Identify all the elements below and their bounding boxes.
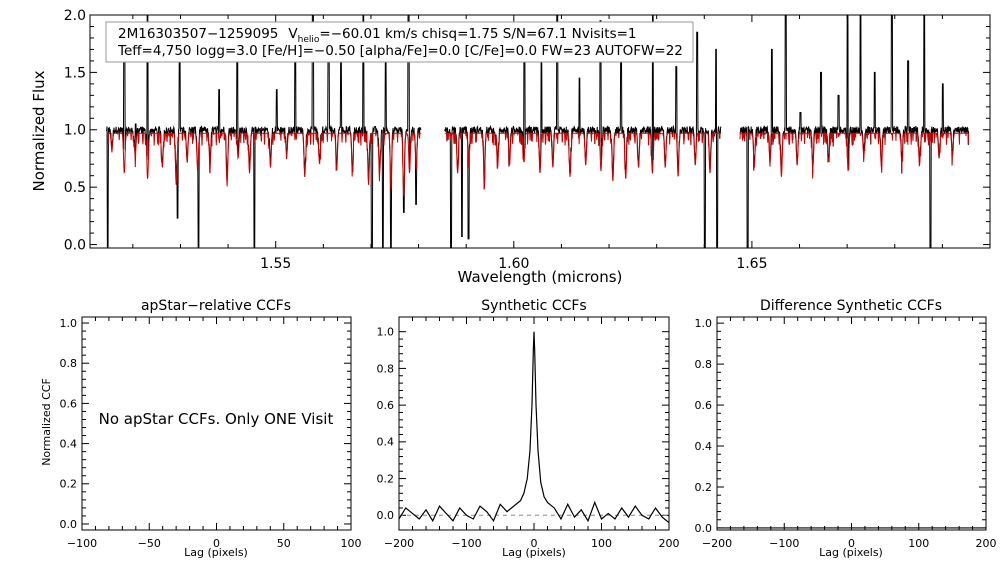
synthetic-ticks [398,317,670,530]
vhelio-subscript: helio [298,35,320,45]
aprel-tick-labels: −100 −50 0 50 100 0.0 0.2 0.4 0.6 0.8 1.0 [60,317,362,550]
synthetic-ccf-panel: Synthetic CCFs −200 −100 0 100 200 0.0 0.2 0.4 0… [377,298,680,559]
y-tick-label: 0.6 [695,399,713,412]
y-tick-label: 0.0 [377,509,395,522]
model-spectrum-series [106,131,970,197]
y-tick-label: 0.2 [695,481,713,494]
x-tick-label: 100 [341,537,362,550]
synthetic-ccf-curve [398,331,670,524]
synthetic-panel-title: Synthetic CCFs [481,298,586,314]
x-tick-label: 1.65 [736,256,767,272]
info-box: 2M16303507−1259095 Vhelio=−60.01 km/s chi… [105,21,694,63]
info-line-1: 2M16303507−1259095 Vhelio=−60.01 km/s chi… [118,26,637,45]
spectrum-y-axis-label: Normalized Flux [30,70,48,191]
y-tick-label: 0.0 [695,522,713,535]
aprel-y-axis-label: Normalized CCF [40,378,53,466]
difference-panel-title: Difference Synthetic CCFs [760,298,942,314]
difference-tick-labels: −200 −100 0 100 200 0.0 0.2 0.4 0.6 0.8 1.0 [695,317,997,550]
difference-frame [716,316,987,531]
x-tick-label: −100 [67,537,97,550]
aprel-ticks [81,317,352,530]
synthetic-tick-labels: −200 −100 0 100 200 0.0 0.2 0.4 0.6 0.8 1.0 [377,326,680,550]
y-tick-label: 0.6 [60,397,78,410]
y-tick-label: 0.0 [60,518,78,531]
spectrum-tick-labels: 1.55 1.60 1.65 0.0 0.5 1.0 1.5 2.0 [64,8,768,272]
x-tick-label: 100 [591,537,612,550]
model-spectrum-chip-1 [106,131,421,197]
y-tick-label: 0.0 [64,237,86,253]
x-tick-label: −200 [384,537,414,550]
model-spectrum-chip-2 [444,132,721,190]
y-tick-label: 0.4 [60,437,78,450]
aprel-panel-title: apStar−relative CCFs [141,298,291,314]
x-tick-label: −200 [702,537,732,550]
difference-ticks [716,317,987,530]
model-spectrum-chip-3 [739,131,970,179]
y-tick-label: 2.0 [64,8,86,24]
spectrum-ticks [90,14,990,248]
y-tick-label: 1.0 [60,317,78,330]
y-tick-label: 0.8 [60,357,78,370]
aprel-ccf-panel: apStar−relative CCFs −100 −50 0 50 100 0.0 0.2… [40,298,362,559]
synthetic-ccf-lines [398,331,670,524]
x-tick-label: −100 [451,537,481,550]
x-tick-label: 1.60 [498,256,529,272]
info-line-1-values: =−60.01 km/s chisq=1.75 S/N=67.1 Nvisits… [319,26,636,42]
x-tick-label: −50 [138,537,161,550]
x-tick-label: 1.55 [260,256,291,272]
difference-x-axis-label: Lag (pixels) [819,546,883,559]
y-tick-label: 0.2 [377,472,395,485]
spectrum-x-axis-label: Wavelength (microns) [458,268,623,286]
spectrum-frame [89,14,991,249]
spectrum-panel: 1.55 1.60 1.65 0.0 0.5 1.0 1.5 2.0 2M16303507−1… [30,8,991,286]
x-tick-label: 0 [531,537,538,550]
y-tick-label: 1.0 [377,326,395,339]
y-tick-label: 0.8 [377,362,395,375]
x-tick-label: 0 [213,537,220,550]
info-line-2: Teff=4,750 logg=3.0 [Fe/H]=−0.50 [alpha/… [117,43,683,59]
synthetic-frame [398,316,670,531]
star-id: 2M16303507−1259095 [118,26,278,42]
observed-spectrum-chip-2 [444,14,722,249]
y-tick-label: 1.0 [64,123,86,139]
x-tick-label: 0 [848,537,855,550]
x-tick-label: 50 [277,537,291,550]
no-ccf-message: No apStar CCFs. Only ONE Visit [99,410,334,428]
x-tick-label: 200 [976,537,997,550]
y-tick-label: 1.5 [64,65,86,81]
x-tick-label: 100 [908,537,929,550]
y-tick-label: 0.5 [64,180,86,196]
y-tick-label: 0.2 [60,478,78,491]
info-box-border [105,21,694,63]
y-tick-label: 0.4 [377,436,395,449]
observed-spectrum-chip-3 [739,14,970,249]
y-tick-label: 0.8 [695,358,713,371]
aprel-x-axis-label: Lag (pixels) [184,546,248,559]
x-tick-label: 200 [659,537,680,550]
difference-ccf-panel: Difference Synthetic CCFs −200 −100 0 100 20… [695,298,997,559]
y-tick-label: 0.6 [377,399,395,412]
vhelio-symbol: V [288,26,298,42]
x-tick-label: −100 [769,537,799,550]
y-tick-label: 0.4 [695,440,713,453]
y-tick-label: 1.0 [695,317,713,330]
synthetic-x-axis-label: Lag (pixels) [502,546,566,559]
